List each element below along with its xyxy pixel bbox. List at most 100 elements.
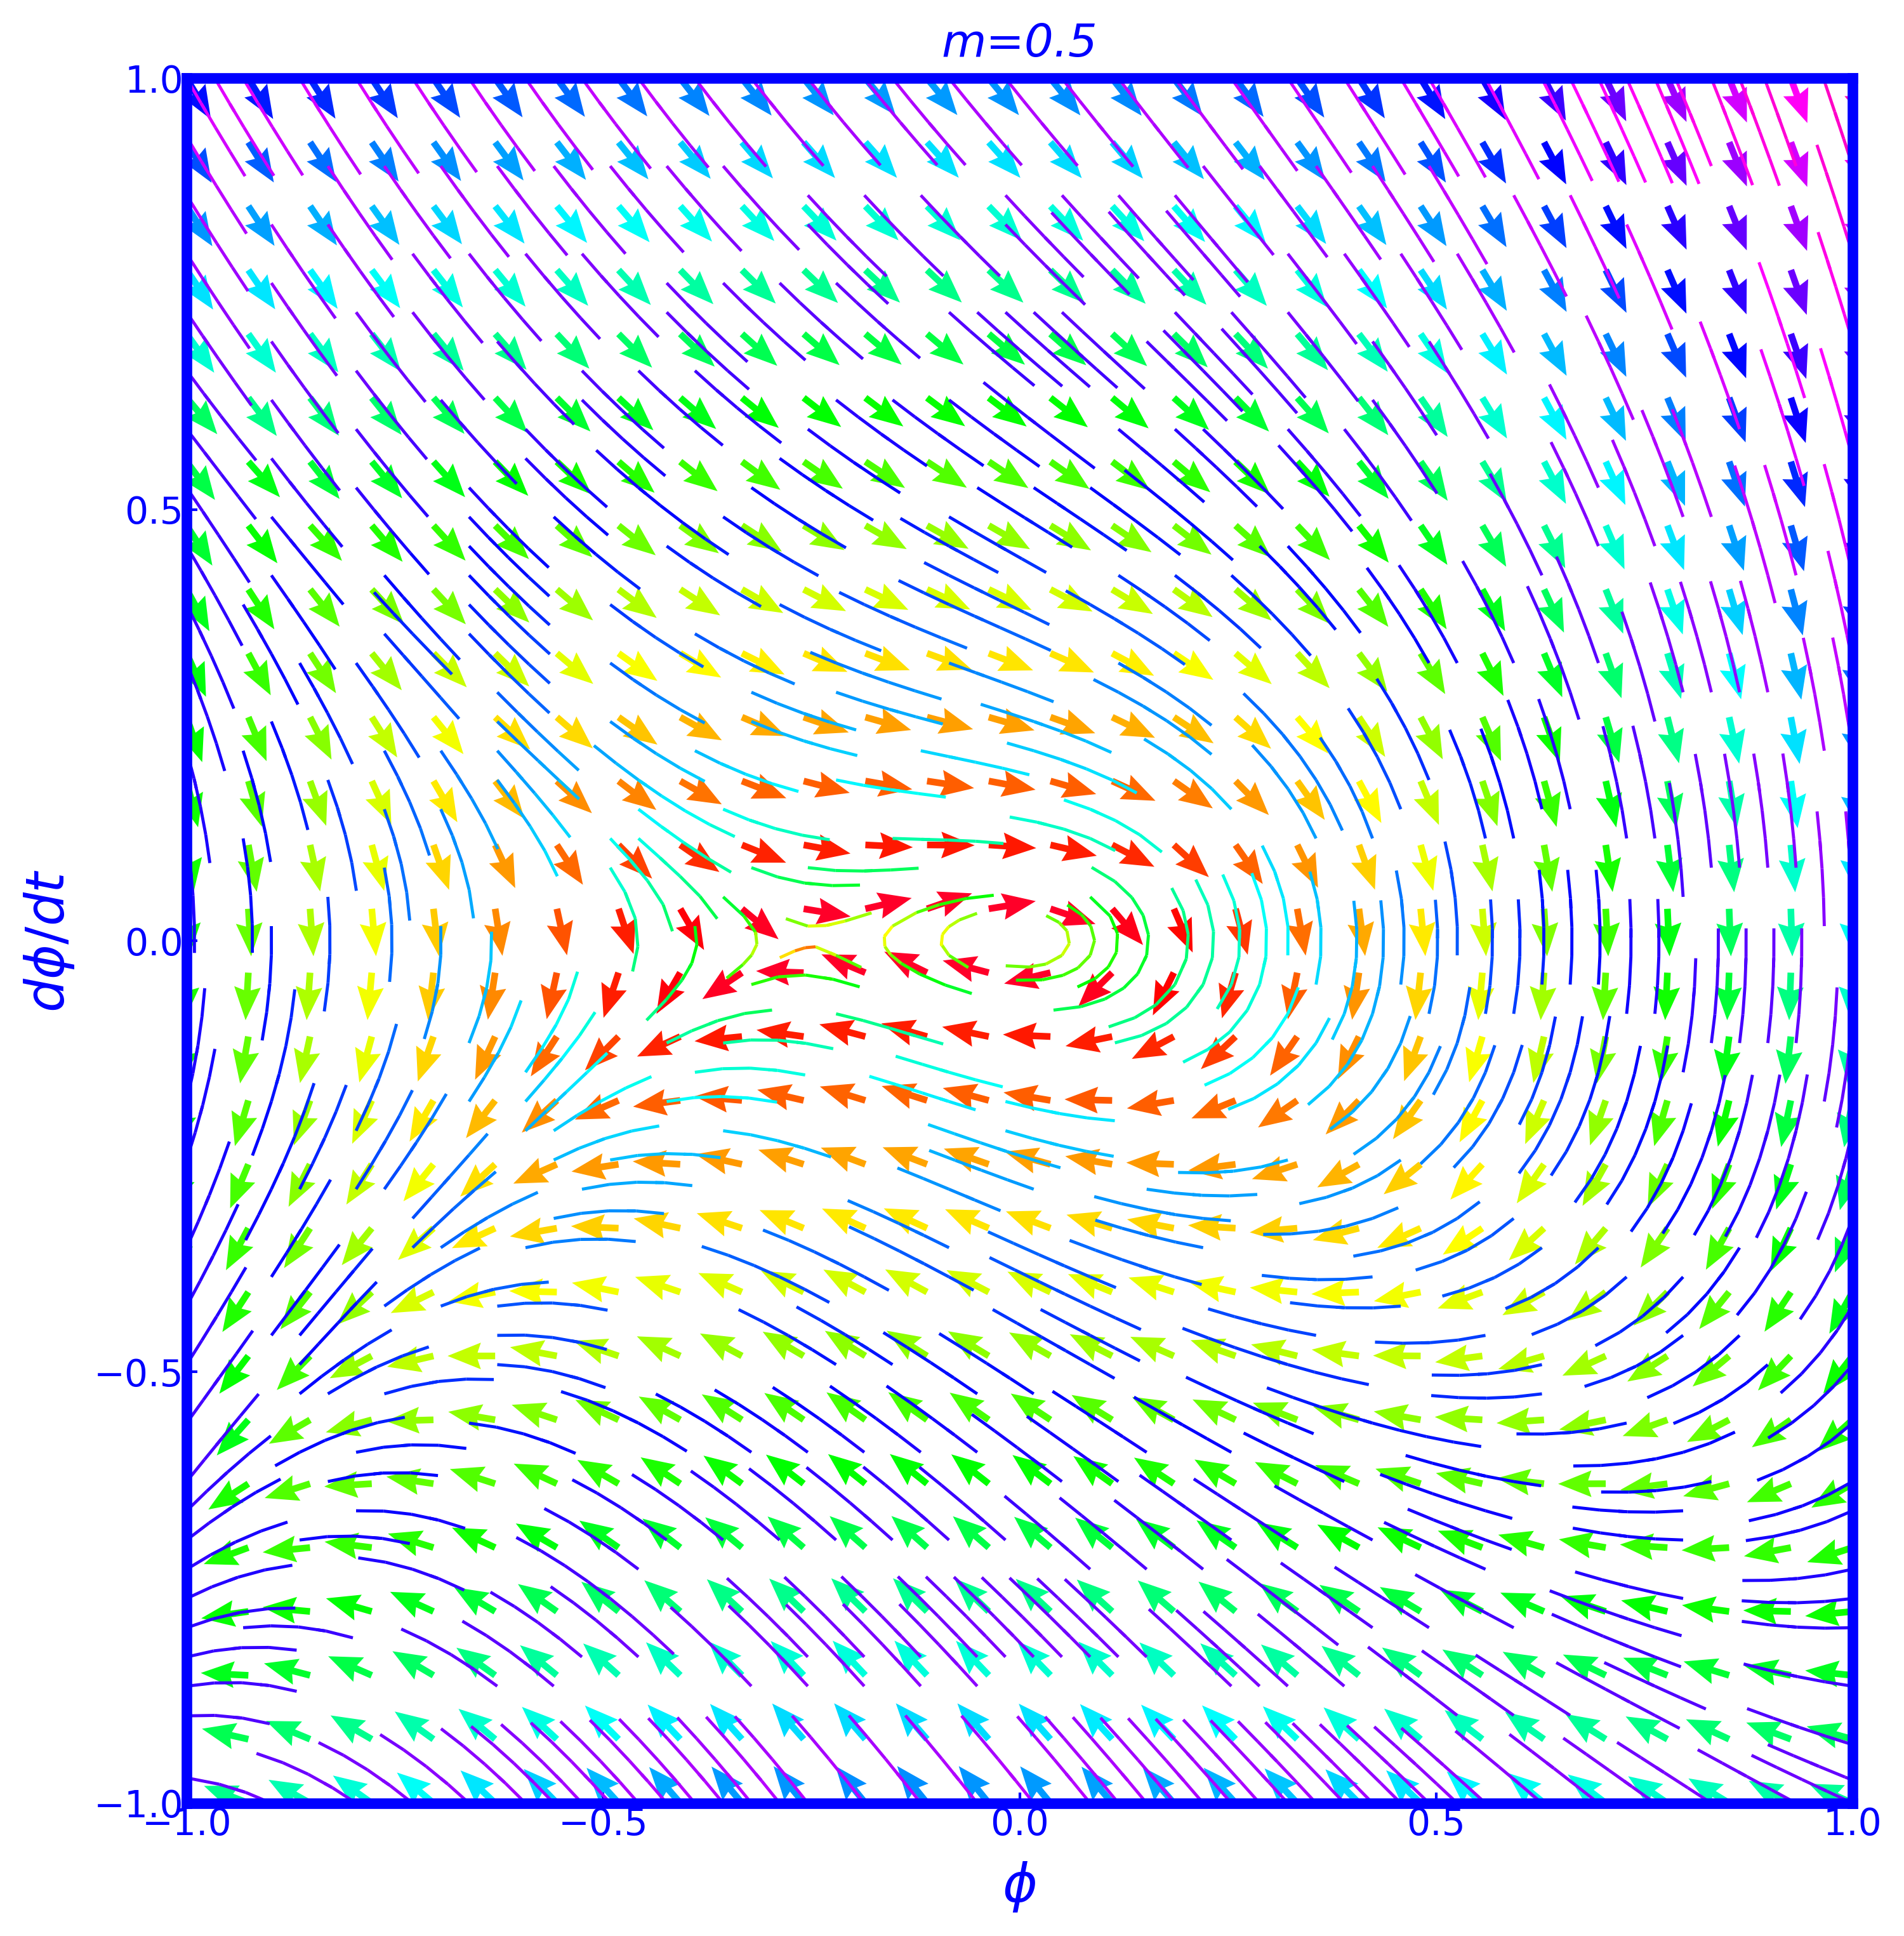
FancyArrowPatch shape [950, 548, 956, 550]
FancyArrowPatch shape [546, 451, 552, 455]
FancyArrowPatch shape [1773, 494, 1776, 501]
FancyArrowPatch shape [404, 598, 409, 604]
FancyArrowPatch shape [202, 163, 206, 168]
FancyArrowPatch shape [206, 453, 209, 459]
FancyArrowPatch shape [423, 1276, 428, 1280]
FancyArrowPatch shape [1843, 1160, 1845, 1167]
FancyArrowPatch shape [1045, 238, 1051, 244]
FancyArrowPatch shape [204, 279, 208, 285]
FancyArrowPatch shape [1209, 126, 1215, 132]
FancyArrowPatch shape [962, 238, 965, 242]
FancyArrowPatch shape [1333, 192, 1337, 197]
FancyArrowPatch shape [518, 772, 522, 778]
FancyArrowPatch shape [1830, 378, 1832, 385]
FancyArrowPatch shape [343, 1431, 348, 1433]
FancyArrowPatch shape [1361, 279, 1365, 285]
FancyArrowPatch shape [1299, 469, 1304, 472]
FancyArrowPatch shape [348, 1272, 352, 1278]
FancyArrowPatch shape [1285, 1454, 1293, 1458]
FancyArrowPatch shape [1150, 1775, 1156, 1781]
FancyArrowPatch shape [946, 1373, 952, 1376]
FancyArrowPatch shape [687, 304, 693, 310]
FancyArrowPatch shape [493, 1055, 497, 1061]
FancyArrowPatch shape [1794, 1133, 1795, 1140]
FancyArrowPatch shape [238, 1789, 244, 1793]
FancyArrowPatch shape [661, 391, 664, 397]
FancyArrowPatch shape [1059, 503, 1064, 509]
FancyArrowPatch shape [516, 190, 520, 196]
FancyArrowPatch shape [202, 105, 206, 110]
FancyArrowPatch shape [691, 563, 697, 567]
FancyArrowPatch shape [1278, 190, 1281, 196]
FancyArrowPatch shape [1091, 256, 1097, 259]
FancyArrowPatch shape [1417, 105, 1420, 110]
FancyArrowPatch shape [543, 103, 546, 108]
FancyArrowPatch shape [1354, 1758, 1359, 1762]
FancyArrowPatch shape [1283, 736, 1289, 741]
FancyArrowPatch shape [1443, 105, 1447, 110]
FancyArrowPatch shape [466, 1665, 472, 1669]
FancyArrowPatch shape [752, 1516, 756, 1520]
FancyArrowPatch shape [444, 1177, 449, 1183]
FancyArrowPatch shape [722, 1431, 727, 1435]
FancyArrowPatch shape [1140, 1266, 1146, 1268]
FancyArrowPatch shape [373, 105, 377, 110]
FancyArrowPatch shape [326, 1783, 331, 1787]
X-axis label: $\phi$: $\phi$ [1002, 1860, 1038, 1915]
FancyArrowPatch shape [1462, 1016, 1464, 1024]
FancyArrowPatch shape [486, 103, 489, 108]
FancyArrowPatch shape [1198, 985, 1201, 991]
FancyArrowPatch shape [480, 1218, 486, 1222]
FancyArrowPatch shape [373, 687, 377, 693]
FancyArrowPatch shape [1500, 105, 1504, 112]
FancyArrowPatch shape [727, 1773, 733, 1779]
FancyArrowPatch shape [217, 1438, 221, 1444]
FancyArrowPatch shape [573, 190, 577, 196]
FancyArrowPatch shape [1639, 106, 1641, 112]
FancyArrowPatch shape [1182, 960, 1186, 966]
FancyArrowPatch shape [1670, 1160, 1672, 1165]
FancyArrowPatch shape [1828, 261, 1830, 267]
FancyArrowPatch shape [526, 1663, 531, 1667]
FancyArrowPatch shape [206, 395, 209, 401]
FancyArrowPatch shape [202, 221, 206, 227]
FancyArrowPatch shape [556, 1059, 562, 1065]
FancyArrowPatch shape [297, 1229, 301, 1237]
FancyArrowPatch shape [1498, 1100, 1502, 1107]
FancyArrowPatch shape [375, 1080, 379, 1086]
FancyArrowPatch shape [381, 1142, 385, 1148]
FancyArrowPatch shape [1563, 412, 1567, 418]
FancyArrowPatch shape [1569, 585, 1571, 590]
FancyArrowPatch shape [1390, 366, 1394, 372]
FancyArrowPatch shape [744, 304, 750, 310]
FancyArrowPatch shape [840, 1659, 843, 1665]
FancyArrowPatch shape [1624, 1104, 1626, 1109]
FancyArrowPatch shape [1417, 279, 1420, 285]
Y-axis label: $d\phi/dt$: $d\phi/dt$ [23, 869, 76, 1013]
FancyArrowPatch shape [288, 250, 291, 256]
FancyArrowPatch shape [1647, 1682, 1653, 1686]
FancyArrowPatch shape [1666, 106, 1670, 112]
FancyArrowPatch shape [1241, 350, 1247, 356]
FancyArrowPatch shape [1062, 759, 1068, 763]
FancyArrowPatch shape [1240, 1642, 1245, 1648]
FancyArrowPatch shape [1483, 1694, 1489, 1698]
FancyArrowPatch shape [1213, 240, 1217, 246]
FancyArrowPatch shape [1123, 1775, 1127, 1779]
FancyArrowPatch shape [1409, 1758, 1415, 1764]
FancyArrowPatch shape [722, 765, 727, 767]
FancyArrowPatch shape [904, 238, 910, 242]
FancyArrowPatch shape [259, 631, 263, 637]
FancyArrowPatch shape [1426, 1543, 1434, 1545]
FancyArrowPatch shape [291, 540, 295, 546]
FancyArrowPatch shape [1832, 1332, 1835, 1338]
FancyArrowPatch shape [1255, 1409, 1260, 1411]
FancyArrowPatch shape [1041, 124, 1047, 130]
FancyArrowPatch shape [1175, 1547, 1180, 1551]
FancyArrowPatch shape [823, 323, 826, 327]
FancyArrowPatch shape [1716, 1400, 1721, 1404]
FancyArrowPatch shape [613, 1775, 619, 1781]
FancyArrowPatch shape [289, 366, 293, 372]
FancyArrowPatch shape [556, 1775, 562, 1781]
FancyArrowPatch shape [602, 277, 607, 283]
